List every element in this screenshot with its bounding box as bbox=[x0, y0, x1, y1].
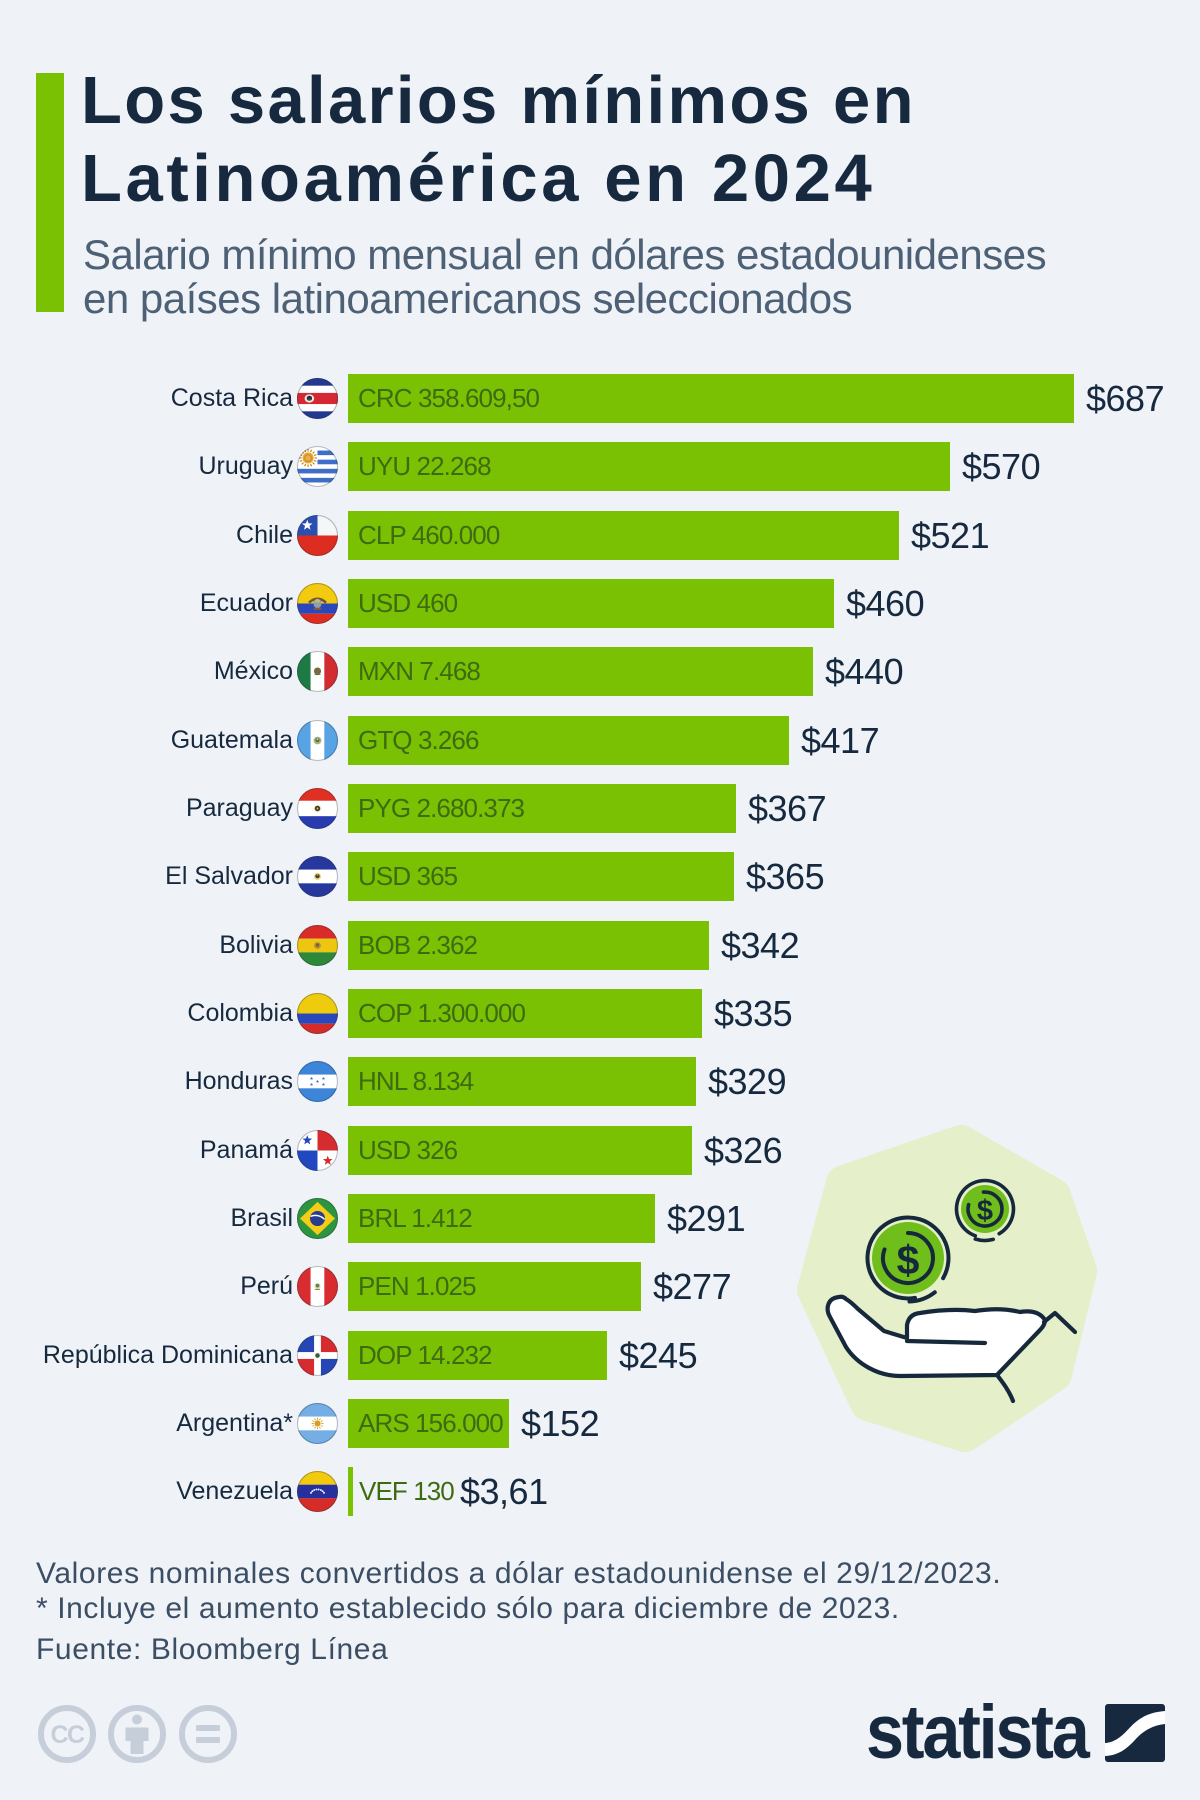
svg-text:$: $ bbox=[977, 1195, 993, 1227]
svg-text:CC: CC bbox=[50, 1721, 85, 1749]
svg-text:$: $ bbox=[897, 1237, 920, 1283]
